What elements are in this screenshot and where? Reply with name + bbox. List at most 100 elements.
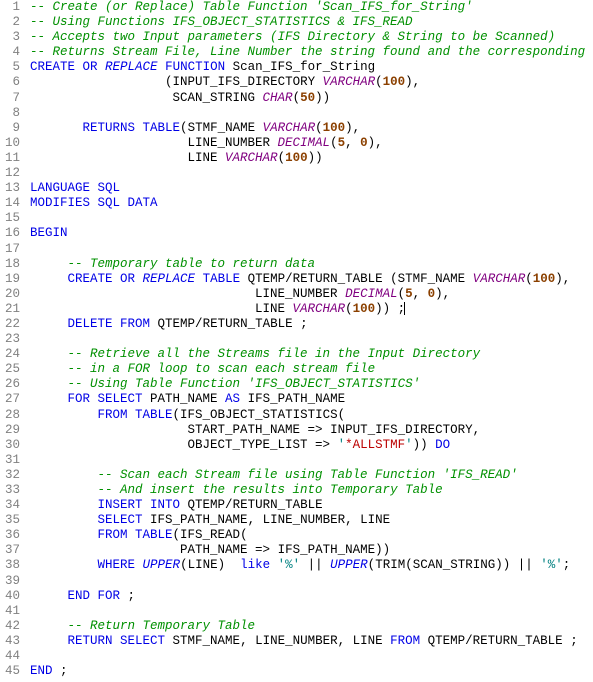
code-line[interactable] — [30, 649, 593, 664]
token-ident: LINE_NUMBER — [30, 136, 278, 150]
token-ident — [30, 558, 98, 572]
token-punct: ( — [398, 287, 406, 301]
code-line[interactable]: CREATE OR REPLACE TABLE QTEMP/RETURN_TAB… — [30, 272, 593, 287]
code-line[interactable]: -- Returns Stream File, Line Number the … — [30, 45, 593, 60]
code-line[interactable]: SELECT IFS_PATH_NAME, LINE_NUMBER, LINE — [30, 513, 593, 528]
code-line[interactable]: -- Retrieve all the Streams file in the … — [30, 347, 593, 362]
code-line[interactable]: FOR SELECT PATH_NAME AS IFS_PATH_NAME — [30, 392, 593, 407]
token-punct: ( — [180, 121, 188, 135]
code-line[interactable] — [30, 574, 593, 589]
token-ident: LINE_NUMBER — [255, 634, 338, 648]
token-punct: )) — [308, 151, 323, 165]
code-line[interactable] — [30, 242, 593, 257]
token-string: '%' — [540, 558, 563, 572]
code-line[interactable]: OBJECT_TYPE_LIST => '*ALLSTMF')) DO — [30, 438, 593, 453]
token-keyword-i: UPPER — [330, 558, 368, 572]
token-comment: -- And insert the results into Temporary… — [98, 483, 443, 497]
line-number: 10 — [4, 136, 20, 151]
token-punct: , — [240, 634, 255, 648]
code-line[interactable] — [30, 166, 593, 181]
token-ident: QTEMP — [180, 498, 225, 512]
token-type: CHAR — [263, 91, 293, 105]
code-line[interactable]: LINE_NUMBER DECIMAL(5, 0), — [30, 287, 593, 302]
code-line[interactable]: LANGUAGE SQL — [30, 181, 593, 196]
token-ident: OBJECT_TYPE_LIST — [30, 438, 315, 452]
line-number: 44 — [4, 649, 20, 664]
code-editor[interactable]: 1234567891011121314151617181920212223242… — [0, 0, 593, 679]
line-number: 26 — [4, 377, 20, 392]
token-ident — [158, 60, 166, 74]
token-keyword: DO — [435, 438, 450, 452]
code-line[interactable] — [30, 453, 593, 468]
code-line[interactable]: END FOR ; — [30, 589, 593, 604]
code-line[interactable]: -- And insert the results into Temporary… — [30, 483, 593, 498]
code-line[interactable]: DELETE FROM QTEMP/RETURN_TABLE ; — [30, 317, 593, 332]
token-punct: ( — [315, 121, 323, 135]
line-number: 41 — [4, 604, 20, 619]
token-punct: , — [248, 513, 263, 527]
token-punct: )) — [413, 438, 436, 452]
line-number: 39 — [4, 574, 20, 589]
code-area[interactable]: -- Create (or Replace) Table Function 'S… — [26, 0, 593, 679]
code-line[interactable]: RETURN SELECT STMF_NAME, LINE_NUMBER, LI… — [30, 634, 593, 649]
token-ident — [135, 558, 143, 572]
code-line[interactable]: SCAN_STRING CHAR(50)) — [30, 91, 593, 106]
token-punct: , — [413, 287, 428, 301]
token-ident — [30, 75, 165, 89]
code-line[interactable] — [30, 106, 593, 121]
code-line[interactable]: -- Return Temporary Table — [30, 619, 593, 634]
code-line[interactable]: -- in a FOR loop to scan each stream fil… — [30, 362, 593, 377]
token-ident: IFS_READ — [180, 528, 240, 542]
token-punct: ( — [278, 151, 286, 165]
code-line[interactable]: (INPUT_IFS_DIRECTORY VARCHAR(100), — [30, 75, 593, 90]
token-punct: ( — [165, 75, 173, 89]
code-line[interactable]: FROM TABLE(IFS_OBJECT_STATISTICS( — [30, 408, 593, 423]
line-number: 9 — [4, 121, 20, 136]
token-number: 5 — [338, 136, 346, 150]
line-number: 33 — [4, 483, 20, 498]
token-keyword: LANGUAGE SQL — [30, 181, 120, 195]
code-line[interactable]: FROM TABLE(IFS_READ( — [30, 528, 593, 543]
code-line[interactable]: -- Accepts two Input parameters (IFS Dir… — [30, 30, 593, 45]
code-line[interactable]: PATH_NAME => IFS_PATH_NAME)) — [30, 543, 593, 558]
token-keyword: RETURNS TABLE — [83, 121, 181, 135]
token-ident — [30, 498, 98, 512]
code-line[interactable]: RETURNS TABLE(STMF_NAME VARCHAR(100), — [30, 121, 593, 136]
token-number: 100 — [383, 75, 406, 89]
code-line[interactable]: -- Scan each Stream file using Table Fun… — [30, 468, 593, 483]
token-comment: -- Returns Stream File, Line Number the … — [30, 45, 593, 59]
code-line[interactable]: -- Using Functions IFS_OBJECT_STATISTICS… — [30, 15, 593, 30]
code-line[interactable]: INSERT INTO QTEMP/RETURN_TABLE — [30, 498, 593, 513]
code-line[interactable]: LINE VARCHAR(100)) ; — [30, 302, 593, 317]
code-line[interactable]: -- Using Table Function 'IFS_OBJECT_STAT… — [30, 377, 593, 392]
token-punct: , — [345, 513, 360, 527]
token-type: DECIMAL — [345, 287, 398, 301]
code-line[interactable] — [30, 604, 593, 619]
code-line[interactable] — [30, 332, 593, 347]
line-number: 4 — [4, 45, 20, 60]
code-line[interactable] — [30, 211, 593, 226]
code-line[interactable]: START_PATH_NAME => INPUT_IFS_DIRECTORY, — [30, 423, 593, 438]
token-ident: IFS_OBJECT_STATISTICS — [180, 408, 338, 422]
line-number: 30 — [4, 438, 20, 453]
token-ident — [30, 317, 68, 331]
code-line[interactable]: -- Create (or Replace) Table Function 'S… — [30, 0, 593, 15]
code-line[interactable]: BEGIN — [30, 226, 593, 241]
token-comment: -- Retrieve all the Streams file in the … — [68, 347, 481, 361]
code-line[interactable]: CREATE OR REPLACE FUNCTION Scan_IFS_for_… — [30, 60, 593, 75]
code-line[interactable]: WHERE UPPER(LINE) like '%' || UPPER(TRIM… — [30, 558, 593, 573]
token-ident: LINE — [30, 151, 225, 165]
code-line[interactable]: LINE_NUMBER DECIMAL(5, 0), — [30, 136, 593, 151]
token-ident — [30, 257, 68, 271]
line-number: 8 — [4, 106, 20, 121]
line-number: 25 — [4, 362, 20, 377]
token-type: VARCHAR — [293, 302, 346, 316]
token-comment: -- Create (or Replace) Table Function 'S… — [30, 0, 473, 14]
code-line[interactable]: MODIFIES SQL DATA — [30, 196, 593, 211]
code-line[interactable]: LINE VARCHAR(100)) — [30, 151, 593, 166]
token-keyword: FOR SELECT — [68, 392, 143, 406]
code-line[interactable]: END ; — [30, 664, 593, 679]
code-line[interactable]: -- Temporary table to return data — [30, 257, 593, 272]
line-number: 27 — [4, 392, 20, 407]
token-ident: RETURN_TABLE — [233, 498, 323, 512]
